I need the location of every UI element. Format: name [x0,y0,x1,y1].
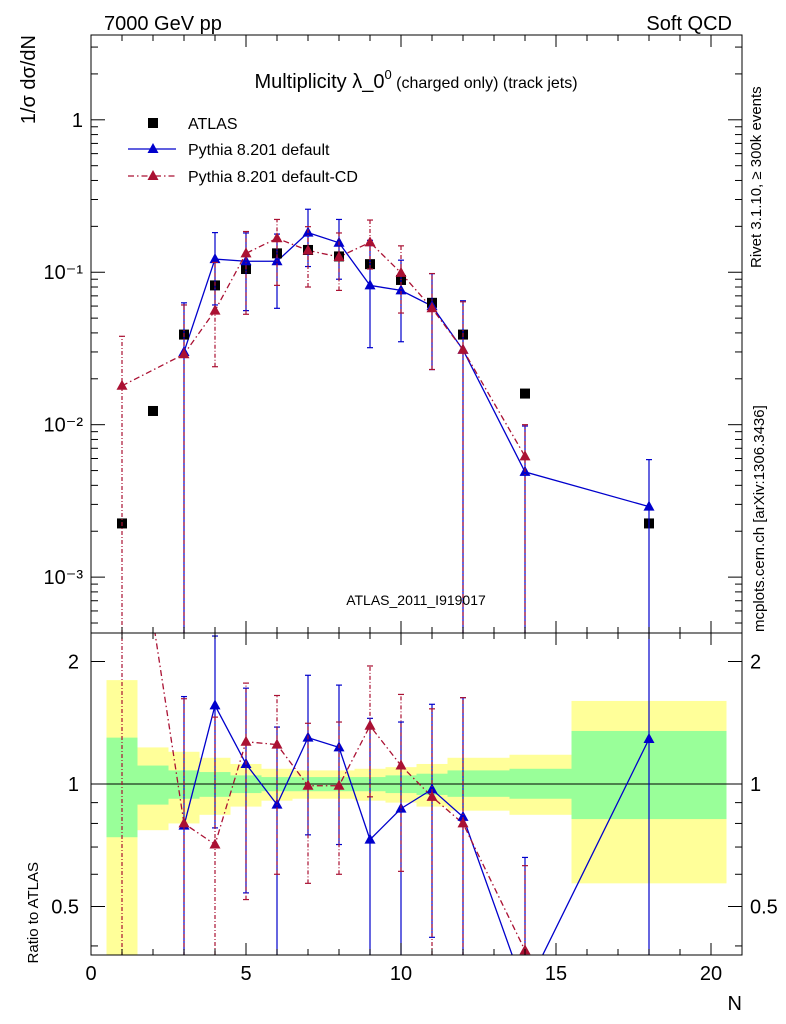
ratio-point-1 [333,779,345,790]
main-point-1 [395,284,407,295]
legend-marker-default-cd [147,170,159,180]
main-point-2 [457,343,469,354]
main-point-2 [209,304,221,315]
main-point-2 [178,348,190,359]
ratio-band-inner [137,765,169,805]
ratio-point-0 [520,985,531,995]
main-point-2 [302,244,314,255]
ratio-y-tick-label-right: 2 [750,652,761,674]
watermark: ATLAS_2011_I919017 [346,592,486,608]
ratio-point-0 [364,833,376,844]
ratio-y-tick-label-left: 2 [68,652,79,674]
ratio-point-1 [426,790,438,801]
ratio-frame [90,632,743,956]
ratio-point-1 [395,759,407,770]
legend-marker-default [147,143,159,153]
ratio-point-0 [209,699,221,710]
main-title: Multiplicity λ_00 (charged only) (track … [254,67,577,93]
main-point-2 [240,247,252,258]
mcplots-label: mcplots.cern.ch [arXiv:1306.3436] [751,405,768,632]
ratio-plot-area [91,633,742,995]
ratio-point-1 [271,738,283,749]
main-point-2 [426,302,438,313]
main-title-main: Multiplicity λ_0 [254,71,384,93]
main-point-2 [333,250,345,261]
rivet-label: Rivet 3.1.10, ≥ 300k events [748,86,765,268]
main-plot-area [116,208,655,633]
ratio-point-0 [271,798,283,809]
x-tick-label: 15 [545,963,567,985]
ratio-point-1 [457,817,469,828]
main-point-1 [240,255,252,266]
ratio-point-1 [209,838,221,849]
x-tick-label: 0 [85,963,96,985]
main-point-1 [643,500,655,511]
ratio-point-0 [643,732,655,743]
ratio-point-0 [457,810,469,821]
main-point-2 [364,236,376,247]
x-tick-label: 10 [390,963,412,985]
main-plot-panel: 1 10⁻¹ 10⁻² 10⁻³ [44,34,743,634]
legend: ATLAS Pythia 8.201 default Pythia 8.201 … [128,116,358,186]
ratio-y-tick-label-left: 0.5 [51,896,79,918]
ratio-point-1 [178,817,190,828]
ratio-point-0 [426,783,438,794]
legend-label-default: Pythia 8.201 default [188,142,330,159]
ratio-point-1 [302,779,314,790]
main-y-tick-label: 10⁻³ [44,567,84,589]
ratio-y-tick-label-right: 1 [750,774,761,796]
main-point-2 [271,232,283,243]
ratio-series-line-0 [183,703,650,955]
main-point-atlas [520,388,530,399]
main-point-1 [364,279,376,290]
main-point-atlas [148,405,158,416]
main-y-tick-label: 10⁻¹ [44,262,84,284]
main-y-tick-label: 10⁻² [44,415,84,437]
ratio-plot-panel: 0 5 10 15 200.5 0.51 12 2 [51,35,778,995]
main-point-2 [395,266,407,277]
main-point-1 [209,253,221,264]
main-point-1 [271,255,283,266]
main-y-axis-label: 1/σ dσ/dN [18,35,40,124]
main-title-rest: (charged only) (track jets) [392,75,578,92]
legend-marker-atlas [148,118,158,128]
ratio-y-tick-label-right: 0.5 [750,896,778,918]
main-series-line-2 [121,237,526,457]
main-y-tick-label: 1 [72,110,83,132]
main-series-line-1 [183,231,650,508]
ratio-series-line-1 [154,633,526,951]
ratio-point-1 [240,735,252,746]
main-point-2 [519,450,531,461]
legend-label-atlas: ATLAS [188,116,238,133]
ratio-point-1 [364,719,376,730]
main-point-2 [116,379,128,390]
header-left: 7000 GeV pp [104,13,222,35]
legend-label-default-cd: Pythia 8.201 default-CD [188,169,358,186]
x-tick-label: 20 [700,963,722,985]
x-axis-label: N [728,993,742,1015]
ratio-y-tick-label-left: 1 [68,774,79,796]
main-title-sup: 0 [384,67,391,82]
header-right: Soft QCD [646,13,732,35]
ratio-y-axis-label: Ratio to ATLAS [25,862,42,963]
x-tick-label: 5 [240,963,251,985]
